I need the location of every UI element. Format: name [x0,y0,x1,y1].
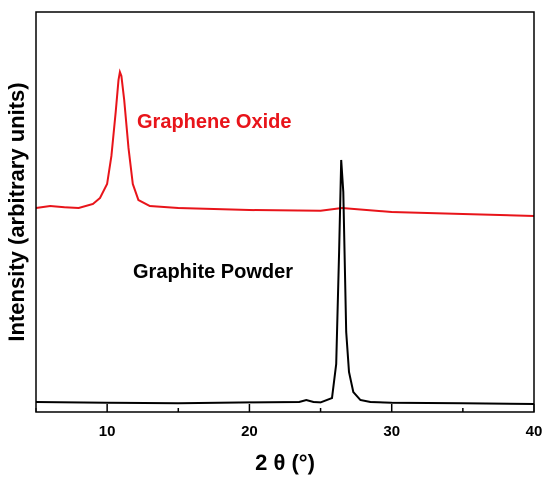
graphite-powder-label: Graphite Powder [133,261,293,283]
x-axis-ticks: 10 20 30 40 [35,404,543,440]
series-graphite-powder [35,159,535,405]
plot-frame [35,11,535,413]
x-tick-label: 30 [383,423,400,440]
graphite-powder-line [35,159,535,405]
graphene-oxide-label: Graphene Oxide [137,111,292,133]
x-axis-label: 2 θ (°) [255,450,315,475]
x-tick-label: 20 [241,423,258,440]
series-graphene-oxide [35,68,535,217]
x-tick-label: 10 [99,423,116,440]
y-axis-label: Intensity (arbitrary units) [4,82,29,341]
graphene-oxide-line [35,68,535,217]
x-tick-label: 40 [526,423,543,440]
